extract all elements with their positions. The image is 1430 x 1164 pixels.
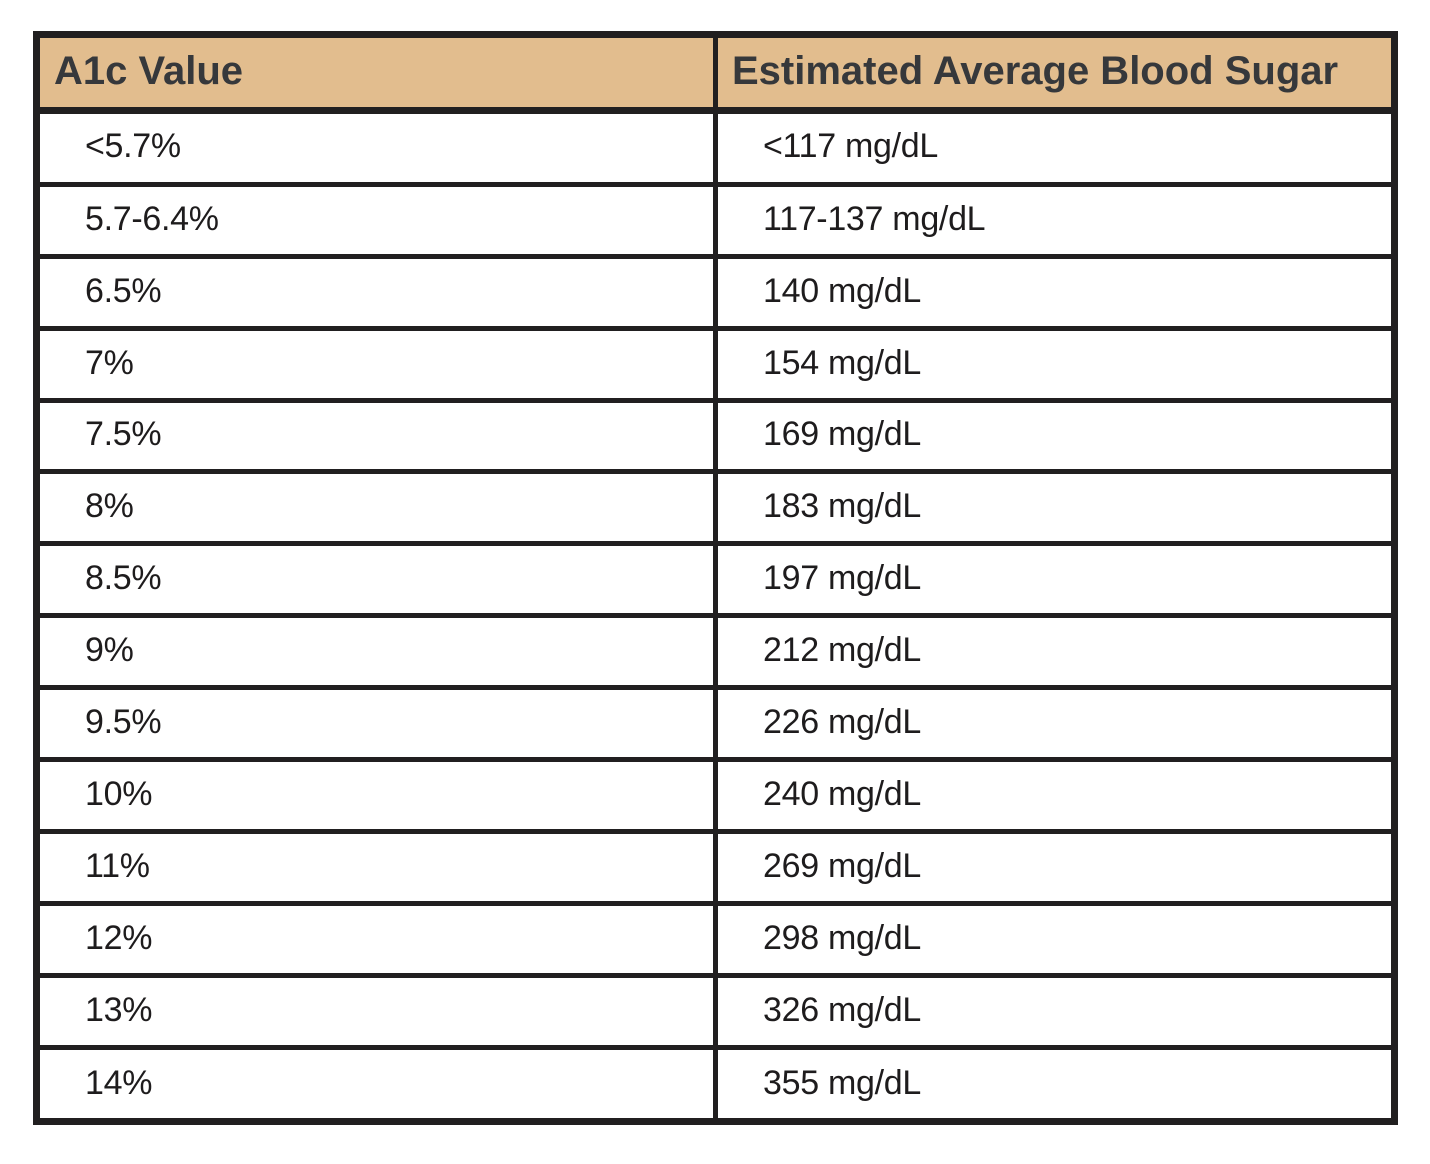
blood-sugar-value-cell: 298 mg/dL (713, 901, 1397, 979)
blood-sugar-value-cell: 140 mg/dL (713, 253, 1397, 331)
a1c-value-cell: 9.5% (34, 685, 718, 763)
a1c-conversion-table: A1c Value Estimated Average Blood Sugar … (33, 31, 1398, 1125)
table-row: 9% 212 mg/dL (34, 613, 1397, 691)
a1c-value-cell: 13% (34, 973, 718, 1051)
table-row: 9.5% 226 mg/dL (34, 685, 1397, 763)
blood-sugar-value-cell: 269 mg/dL (713, 829, 1397, 907)
a1c-value-cell: 6.5% (34, 253, 718, 331)
a1c-value-cell: <5.7% (34, 108, 718, 187)
blood-sugar-value-cell: <117 mg/dL (713, 108, 1397, 187)
table-row: 10% 240 mg/dL (34, 757, 1397, 835)
table-row: 8.5% 197 mg/dL (34, 541, 1397, 619)
table-row: 14% 355 mg/dL (34, 1045, 1397, 1124)
blood-sugar-value-cell: 355 mg/dL (713, 1045, 1397, 1124)
header-row: A1c Value Estimated Average Blood Sugar (34, 32, 1397, 114)
a1c-value-cell: 11% (34, 829, 718, 907)
table-row: 7.5% 169 mg/dL (34, 397, 1397, 475)
blood-sugar-value-cell: 117-137 mg/dL (713, 181, 1397, 259)
table-row: 11% 269 mg/dL (34, 829, 1397, 907)
table-row: 5.7-6.4% 117-137 mg/dL (34, 181, 1397, 259)
column-header-a1c-value: A1c Value (34, 32, 718, 114)
a1c-value-cell: 7% (34, 325, 718, 403)
table-row: 8% 183 mg/dL (34, 469, 1397, 547)
blood-sugar-value-cell: 154 mg/dL (713, 325, 1397, 403)
blood-sugar-value-cell: 226 mg/dL (713, 685, 1397, 763)
a1c-value-cell: 14% (34, 1045, 718, 1124)
blood-sugar-value-cell: 197 mg/dL (713, 541, 1397, 619)
table-row: <5.7% <117 mg/dL (34, 108, 1397, 187)
a1c-value-cell: 12% (34, 901, 718, 979)
table-row: 13% 326 mg/dL (34, 973, 1397, 1051)
blood-sugar-value-cell: 326 mg/dL (713, 973, 1397, 1051)
table-row: 7% 154 mg/dL (34, 325, 1397, 403)
blood-sugar-value-cell: 240 mg/dL (713, 757, 1397, 835)
blood-sugar-value-cell: 183 mg/dL (713, 469, 1397, 547)
table-body: <5.7% <117 mg/dL 5.7-6.4% 117-137 mg/dL … (34, 108, 1397, 1124)
a1c-value-cell: 7.5% (34, 397, 718, 475)
a1c-value-cell: 8.5% (34, 541, 718, 619)
blood-sugar-value-cell: 169 mg/dL (713, 397, 1397, 475)
a1c-value-cell: 5.7-6.4% (34, 181, 718, 259)
table-row: 6.5% 140 mg/dL (34, 253, 1397, 331)
blood-sugar-value-cell: 212 mg/dL (713, 613, 1397, 691)
a1c-value-cell: 8% (34, 469, 718, 547)
a1c-value-cell: 10% (34, 757, 718, 835)
a1c-table: A1c Value Estimated Average Blood Sugar … (33, 31, 1398, 1125)
table-row: 12% 298 mg/dL (34, 901, 1397, 979)
a1c-value-cell: 9% (34, 613, 718, 691)
column-header-estimated-average-blood-sugar: Estimated Average Blood Sugar (713, 32, 1397, 114)
